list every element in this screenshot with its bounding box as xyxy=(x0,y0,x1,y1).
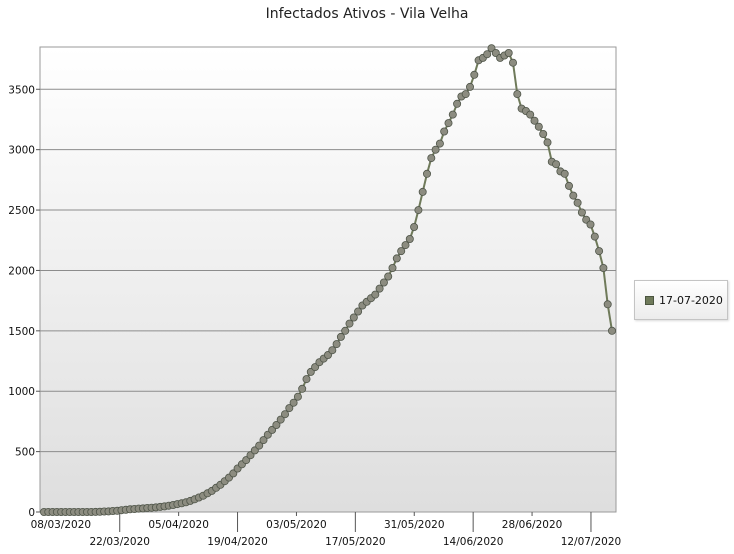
data-point xyxy=(431,145,440,154)
data-point xyxy=(405,234,414,243)
data-point xyxy=(599,263,608,272)
data-point xyxy=(543,138,552,147)
x-tick-label: 31/05/2020 xyxy=(384,519,445,531)
data-point xyxy=(530,116,539,125)
data-point xyxy=(552,160,561,169)
x-tick-label: 19/04/2020 xyxy=(207,536,268,548)
data-point xyxy=(298,384,307,393)
data-point xyxy=(397,247,406,256)
y-tick-label: 1500 xyxy=(8,326,35,338)
data-point xyxy=(586,220,595,229)
chart-title: Infectados Ativos - Vila Velha xyxy=(265,6,469,22)
data-point xyxy=(444,119,453,128)
data-point xyxy=(418,187,427,196)
data-point xyxy=(595,247,604,256)
data-point xyxy=(526,110,535,119)
data-point xyxy=(332,340,341,349)
data-point xyxy=(392,254,401,263)
plot-area xyxy=(39,46,617,513)
data-point xyxy=(255,441,264,450)
data-point xyxy=(293,392,302,401)
data-point xyxy=(608,326,617,335)
data-point xyxy=(440,127,449,136)
data-point xyxy=(375,284,384,293)
x-tick-label: 05/04/2020 xyxy=(148,519,209,531)
x-axis: 08/03/2020 22/03/2020 05/04/2020 19/04/2020… xyxy=(31,512,622,548)
data-point xyxy=(513,90,522,99)
data-point xyxy=(285,404,294,413)
x-tick-label: 22/03/2020 xyxy=(89,536,150,548)
y-axis: 0 500 1000 1500 2000 2500 3000 3500 xyxy=(8,84,40,519)
data-point xyxy=(504,49,513,58)
y-tick-label: 0 xyxy=(28,507,35,519)
y-tick-label: 500 xyxy=(15,447,35,459)
data-point xyxy=(465,82,474,91)
data-point xyxy=(336,332,345,341)
data-point xyxy=(388,263,397,272)
data-point xyxy=(414,206,423,215)
gridlines xyxy=(40,88,616,453)
data-point xyxy=(508,58,517,67)
data-point xyxy=(379,278,388,287)
x-tick-label: 17/05/2020 xyxy=(325,536,386,548)
data-point xyxy=(354,307,363,316)
data-point xyxy=(384,272,393,281)
data-point xyxy=(401,241,410,250)
data-point xyxy=(302,375,311,384)
data-point xyxy=(470,70,479,79)
data-point xyxy=(410,222,419,231)
data-point xyxy=(577,208,586,217)
data-point xyxy=(560,169,569,178)
data-point xyxy=(573,198,582,207)
data-point xyxy=(345,319,354,328)
data-point xyxy=(259,436,268,445)
y-tick-label: 1000 xyxy=(8,386,35,398)
legend: 17-07-2020 xyxy=(634,280,728,320)
x-tick-label: 03/05/2020 xyxy=(266,519,327,531)
data-point xyxy=(422,169,431,178)
legend-swatch xyxy=(645,295,654,305)
series-17-07-2020 xyxy=(40,44,617,516)
data-point xyxy=(341,326,350,335)
data-point xyxy=(603,300,612,309)
x-tick-label: 08/03/2020 xyxy=(31,519,92,531)
x-tick-label: 14/06/2020 xyxy=(443,536,504,548)
x-tick-label: 12/07/2020 xyxy=(561,536,622,548)
y-tick-label: 2000 xyxy=(8,265,35,277)
data-point xyxy=(328,346,337,355)
data-point xyxy=(448,110,457,119)
data-point xyxy=(289,398,298,407)
data-point xyxy=(435,139,444,148)
data-point xyxy=(590,232,599,241)
data-point xyxy=(569,191,578,200)
legend-label: 17-07-2020 xyxy=(659,293,723,307)
data-point xyxy=(272,420,281,429)
data-point xyxy=(371,290,380,299)
y-tick-label: 3500 xyxy=(8,84,35,96)
data-point xyxy=(565,181,574,190)
data-point xyxy=(453,99,462,108)
data-point xyxy=(534,122,543,131)
data-point xyxy=(427,154,436,163)
data-point xyxy=(349,313,358,322)
data-point xyxy=(276,415,285,424)
x-tick-label: 28/06/2020 xyxy=(502,519,563,531)
y-tick-label: 2500 xyxy=(8,205,35,217)
y-tick-label: 3000 xyxy=(8,145,35,157)
data-point xyxy=(461,90,470,99)
data-point xyxy=(280,410,289,419)
data-point xyxy=(483,50,492,59)
data-point xyxy=(539,129,548,138)
